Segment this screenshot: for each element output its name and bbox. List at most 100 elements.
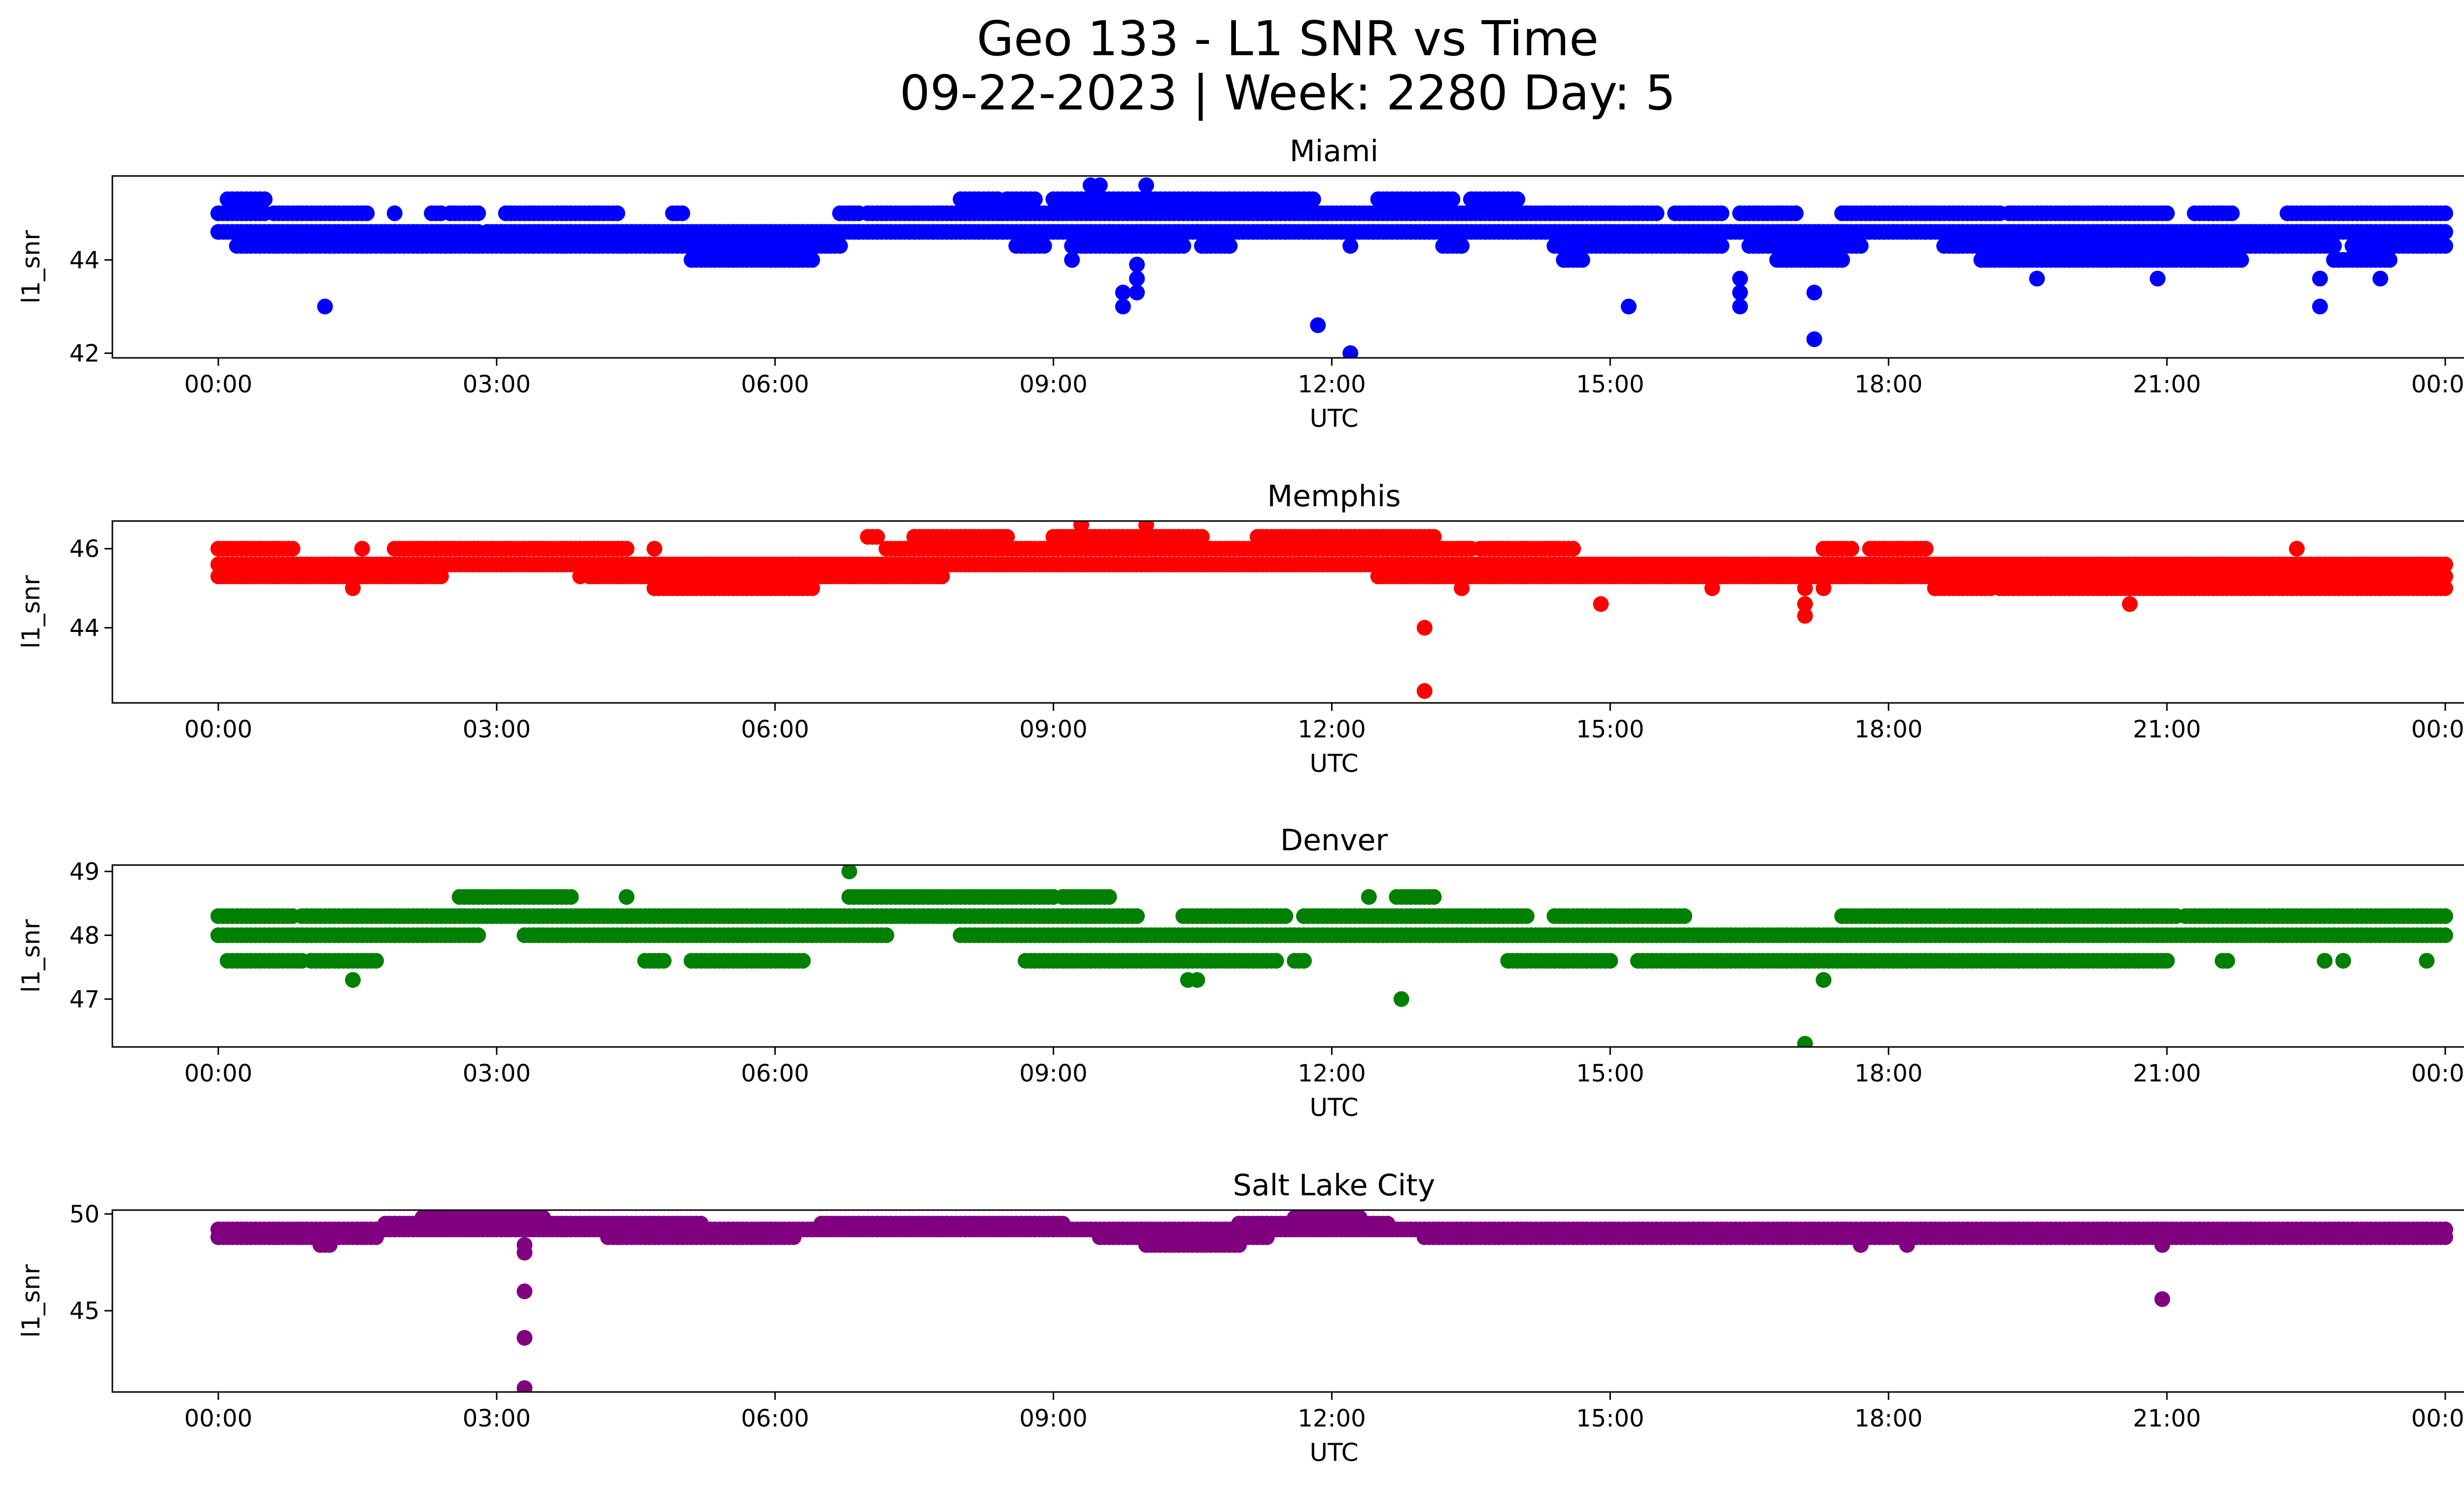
data-point (2437, 556, 2453, 573)
data-point (618, 889, 635, 905)
x-tick-label: 12:00 (1298, 371, 1366, 398)
y-tick-label: 49 (69, 858, 100, 886)
data-point (2428, 580, 2444, 596)
data-point (1305, 191, 1321, 208)
data-point (1648, 205, 1665, 221)
data-point (368, 953, 384, 969)
subplot-title: Denver (1280, 823, 1388, 858)
data-point (1565, 541, 1581, 557)
y-tick-label: 42 (69, 340, 100, 368)
x-tick-label: 06:00 (741, 371, 809, 398)
data-point (2419, 953, 2435, 969)
y-axis-label: l1_snr (17, 919, 45, 993)
data-point (1815, 580, 1832, 596)
data-point (1129, 256, 1145, 273)
data-point (2312, 298, 2328, 314)
x-tick-label: 03:00 (463, 1060, 531, 1087)
data-point (1175, 238, 1192, 254)
scatter-series-denver (210, 865, 2453, 1047)
data-point (1138, 521, 1154, 533)
data-point (2437, 927, 2453, 943)
data-point (2289, 541, 2305, 557)
data-point (2326, 238, 2342, 254)
subplot-miami: 00:00 03:00 06:00 09:00 12:00 15:00 18:00 21:00… (17, 134, 2464, 433)
data-point (1834, 252, 1850, 268)
x-tick-label: 09:00 (1019, 716, 1087, 743)
data-point (2150, 271, 2166, 287)
data-point (1713, 238, 1730, 254)
data-point (1342, 345, 1359, 358)
data-point (1092, 177, 1108, 193)
data-point (1917, 541, 1934, 557)
data-point (1129, 908, 1145, 924)
data-point (1518, 908, 1535, 924)
data-point (1416, 620, 1433, 636)
data-point (1194, 529, 1210, 545)
data-point (354, 541, 370, 557)
data-point (2233, 252, 2249, 268)
data-point (1361, 889, 1377, 905)
data-point (618, 541, 635, 557)
y-axis-label: l1_snr (17, 230, 45, 304)
data-point (674, 205, 690, 221)
data-point (2437, 238, 2453, 254)
subplot-title: Miami (1290, 134, 1378, 169)
data-point (1277, 908, 1294, 924)
data-point (1788, 205, 1804, 221)
data-point (804, 580, 821, 596)
data-point (1268, 953, 1284, 969)
data-point (869, 529, 885, 545)
x-tick-label: 00:00 (184, 1060, 252, 1087)
data-point (2317, 953, 2333, 969)
data-point (2382, 252, 2397, 268)
subplot-denver: 00:00 03:00 06:00 09:00 12:00 15:00 18:00 21:00… (17, 823, 2464, 1122)
scatter-series-miami (210, 177, 2453, 358)
axes-frame (111, 864, 2464, 1048)
data-point (433, 568, 449, 585)
x-tick-label: 09:00 (1019, 371, 1087, 398)
x-tick-label: 15:00 (1576, 1060, 1644, 1087)
data-point (609, 205, 625, 221)
data-point (2159, 953, 2175, 969)
data-point (1296, 953, 1312, 969)
data-point (878, 927, 894, 943)
data-point (1593, 596, 1609, 612)
x-tick-label: 21:00 (2133, 716, 2201, 743)
data-point (2437, 1229, 2453, 1245)
data-point (1426, 529, 1442, 545)
data-point (1677, 908, 1692, 924)
subplot-title: Memphis (1267, 479, 1401, 514)
data-point (1732, 284, 1748, 301)
x-tick-label: 03:00 (463, 371, 531, 398)
data-point (1444, 191, 1461, 208)
data-point (1602, 953, 1618, 969)
x-tick-label: 12:00 (1298, 1060, 1366, 1087)
subplot-memphis: 00:00 03:00 06:00 09:00 12:00 15:00 18:00 21:00… (17, 479, 2464, 778)
x-tick-label: 06:00 (741, 716, 809, 743)
x-tick-label: 18:00 (1854, 371, 1922, 398)
x-tick-label: 09:00 (1019, 1060, 1087, 1087)
subplot-panels: 00:00 03:00 06:00 09:00 12:00 15:00 18:00 21:00… (17, 134, 2464, 1467)
data-point (2437, 224, 2453, 240)
data-point (1416, 683, 1433, 699)
x-tick-label: 15:00 (1576, 716, 1644, 743)
y-tick-label: 46 (69, 535, 100, 563)
data-point (1797, 1036, 1813, 1047)
data-point (2372, 271, 2389, 287)
x-tick-label: 18:00 (1854, 716, 1922, 743)
data-point (2335, 953, 2351, 969)
data-point (2122, 596, 2138, 612)
data-point (999, 529, 1015, 545)
x-tick-label: 15:00 (1576, 371, 1644, 398)
data-point (345, 580, 361, 596)
data-point (368, 1229, 384, 1245)
data-point (1797, 608, 1813, 624)
x-axis-label: UTC (1309, 404, 1358, 433)
data-point (804, 252, 821, 268)
data-point (1426, 889, 1442, 905)
x-tick-label: 00:00 (184, 371, 252, 398)
data-point (1189, 972, 1205, 988)
figure-title-line2: 09-22-2023 | Week: 2280 Day: 5 (900, 65, 1676, 121)
data-point (795, 953, 811, 969)
x-tick-label: 03:00 (463, 716, 531, 743)
